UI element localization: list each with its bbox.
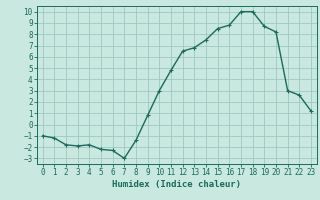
X-axis label: Humidex (Indice chaleur): Humidex (Indice chaleur) [112,180,241,189]
